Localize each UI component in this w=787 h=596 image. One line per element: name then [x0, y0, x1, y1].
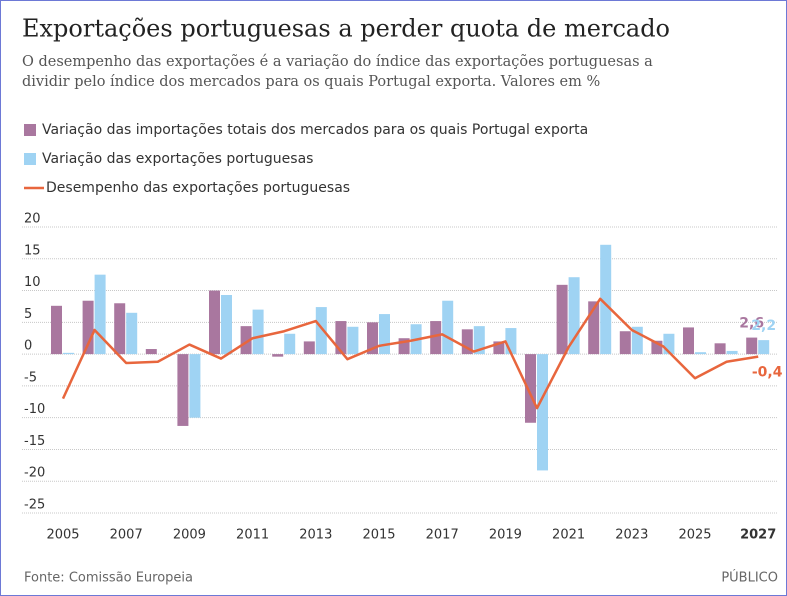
bar [714, 343, 726, 355]
bar [347, 326, 359, 355]
y-tick-label: 10 [24, 275, 41, 290]
bar [556, 284, 568, 355]
bar [189, 354, 201, 418]
chart-title: Exportações portuguesas a perder quota d… [22, 15, 670, 43]
x-tick-label: 2011 [236, 528, 269, 543]
legend-label: Variação das exportações portuguesas [42, 151, 313, 167]
x-tick-label: 2023 [615, 528, 648, 543]
bar [525, 354, 536, 423]
bar [461, 329, 473, 355]
bar [114, 303, 126, 355]
legend-label: Desempenho das exportações portuguesas [46, 180, 350, 196]
x-tick-label: 2007 [110, 528, 143, 543]
bar [51, 305, 62, 355]
bar [600, 244, 612, 355]
bar [398, 338, 410, 355]
x-tick-label: 2019 [489, 528, 522, 543]
bar [505, 328, 517, 355]
bar [726, 350, 738, 355]
bar [588, 301, 600, 355]
bar [537, 354, 548, 471]
bar [303, 341, 315, 355]
y-tick-label: -10 [24, 402, 45, 417]
bar [683, 327, 694, 355]
y-tick-label: 15 [24, 243, 41, 258]
legend-swatch [24, 153, 36, 165]
bar [568, 277, 580, 355]
bar [379, 314, 390, 355]
source: Fonte: Comissão Europeia [24, 571, 193, 586]
legend-label: Variação das importações totais dos merc… [42, 122, 588, 138]
bar [126, 312, 138, 355]
y-tick-label: 0 [24, 339, 32, 354]
x-tick-label: 2013 [299, 528, 332, 543]
x-tick-label: 2015 [362, 528, 395, 543]
y-tick-label: -5 [24, 370, 37, 385]
bar [221, 295, 232, 355]
brand: PÚBLICO [721, 570, 778, 586]
x-tick-label: 2025 [678, 528, 711, 543]
value-label: -0,4 [752, 365, 783, 381]
bar [272, 354, 284, 357]
bar [619, 331, 631, 355]
subtitle-box: O desempenho das exportações é a variaçã… [22, 54, 653, 90]
bar [63, 352, 74, 355]
line [61, 297, 759, 410]
bar [284, 333, 296, 355]
bar [473, 326, 485, 355]
bar [746, 337, 758, 355]
bar [695, 352, 706, 355]
bar [82, 300, 94, 355]
x-tick-label: 2009 [173, 528, 206, 543]
bar [177, 354, 189, 426]
bar [209, 290, 220, 355]
bar [335, 321, 347, 355]
bar [442, 300, 454, 355]
bar [240, 326, 252, 355]
bar [94, 274, 106, 355]
bar [145, 349, 157, 355]
x-tick-label: 2017 [426, 528, 459, 543]
bar [252, 309, 264, 355]
bar [631, 326, 643, 355]
chart-subtitle: O desempenho das exportações é a variaçã… [22, 54, 653, 90]
bar [758, 340, 770, 355]
y-tick-label: -25 [24, 498, 45, 513]
bar [367, 322, 378, 355]
x-tick-label: 2027 [740, 528, 776, 543]
bar [663, 333, 675, 355]
y-tick-label: 20 [24, 212, 41, 227]
bar [430, 321, 442, 355]
y-tick-label: -15 [24, 434, 45, 449]
x-tick-label: 2021 [552, 528, 585, 543]
value-label: 2,2 [751, 318, 776, 334]
bar [651, 340, 663, 355]
y-tick-label: 5 [24, 307, 32, 322]
value-label: 2,6 [739, 316, 764, 332]
legend-swatch [24, 124, 36, 136]
bar [315, 307, 327, 355]
y-tick-label: -20 [24, 466, 45, 481]
bar [493, 341, 505, 355]
x-tick-label: 2005 [46, 528, 79, 543]
